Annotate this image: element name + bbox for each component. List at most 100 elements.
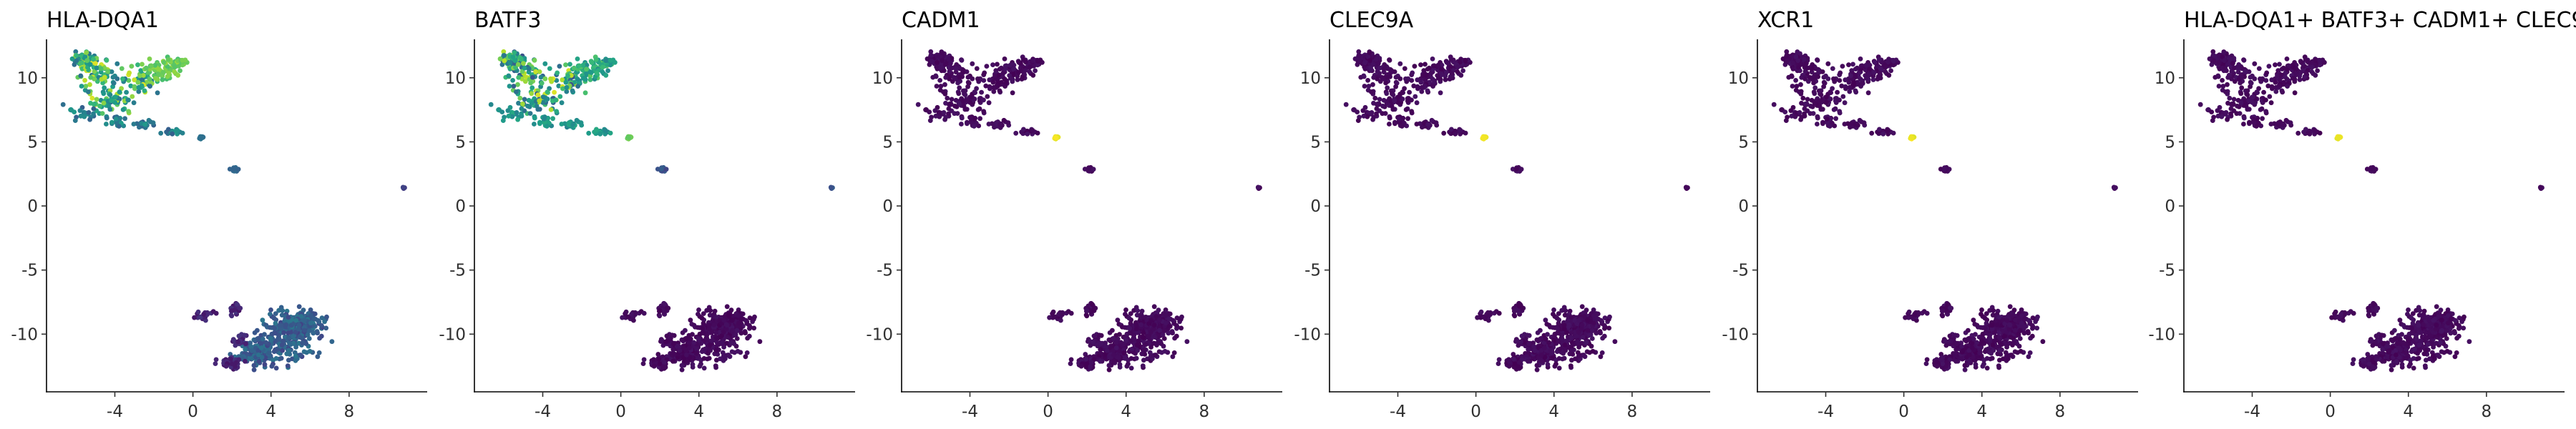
cell-point: [213, 357, 219, 363]
cell-point: [684, 358, 690, 364]
cell-point: [237, 305, 242, 311]
cell-point: [946, 56, 951, 62]
cell-point: [746, 333, 752, 339]
cell-point: [1790, 84, 1795, 89]
cell-point: [986, 122, 992, 127]
cell-point: [296, 340, 302, 346]
cell-point: [699, 315, 705, 321]
cell-point: [233, 364, 238, 370]
cell-point: [497, 56, 503, 61]
cell-point: [1551, 307, 1556, 312]
y-tick-label: 5: [1310, 133, 1321, 152]
cell-point: [1430, 77, 1435, 82]
cell-point: [676, 344, 681, 349]
cell-point: [165, 57, 171, 62]
cell-point: [1591, 320, 1596, 326]
cell-point: [519, 111, 524, 117]
cell-point: [927, 118, 933, 124]
cell-point: [278, 326, 284, 332]
cell-point: [86, 110, 92, 115]
cell-point: [537, 69, 542, 74]
cell-point: [1797, 110, 1802, 115]
cell-point: [1526, 358, 1531, 364]
cell-point: [1179, 314, 1184, 320]
cell-point: [620, 315, 625, 320]
cell-point: [1556, 365, 1562, 371]
cell-point: [1166, 316, 1171, 322]
cell-point: [400, 184, 406, 190]
cell-point: [1858, 56, 1863, 61]
cell-point: [104, 57, 109, 63]
cell-point: [267, 325, 273, 330]
cell-point: [1790, 60, 1795, 66]
cell-point: [1589, 327, 1595, 333]
cell-point: [1091, 333, 1097, 339]
cell-point: [724, 322, 730, 328]
cell-point: [1392, 98, 1397, 104]
cell-point: [597, 131, 603, 137]
cell-point: [271, 315, 277, 321]
cell-point: [1511, 356, 1516, 362]
cell-point: [1602, 315, 1608, 320]
cell-point: [1138, 322, 1144, 327]
cell-point: [286, 358, 291, 363]
cell-point: [1013, 130, 1019, 136]
cell-point: [1782, 109, 1788, 115]
cell-point: [213, 361, 218, 366]
cell-point: [707, 342, 713, 347]
cell-point: [586, 130, 592, 136]
cell-point: [1846, 79, 1852, 85]
cell-point: [109, 119, 114, 125]
cell-point: [251, 363, 257, 368]
cell-point: [114, 61, 120, 66]
cell-point: [1496, 361, 1501, 366]
cell-point: [915, 102, 921, 107]
cell-point: [1805, 97, 1810, 102]
cell-point: [1179, 325, 1184, 331]
cell-point: [1113, 345, 1119, 350]
cell-point: [1033, 68, 1038, 74]
y-tick-label: -5: [449, 262, 466, 280]
cell-point: [1083, 356, 1088, 362]
cell-point: [1110, 327, 1115, 333]
cell-point: [1831, 76, 1836, 82]
x-tick-label: 8: [1627, 403, 1638, 421]
cell-point: [234, 302, 240, 307]
cell-point: [526, 66, 532, 72]
cell-point: [119, 66, 125, 72]
cell-point: [661, 360, 667, 365]
cell-point: [992, 73, 997, 79]
cell-point: [175, 72, 181, 78]
cell-point: [1877, 71, 1883, 76]
cell-point: [665, 305, 670, 311]
cell-point: [288, 342, 293, 347]
cell-point: [91, 111, 96, 117]
cell-point: [1809, 66, 1815, 72]
cell-point: [629, 312, 634, 317]
x-tick-label: 4: [693, 403, 704, 421]
cell-point: [713, 335, 719, 340]
cell-point: [1435, 76, 1441, 81]
cell-point: [663, 339, 668, 345]
cell-point: [569, 73, 574, 78]
cell-point: [283, 322, 289, 327]
cell-point: [1455, 69, 1460, 74]
cell-point: [1387, 57, 1392, 63]
cell-point: [1449, 71, 1455, 76]
cell-point: [89, 95, 95, 101]
cell-point: [1027, 69, 1033, 74]
cell-point: [671, 341, 676, 347]
cell-point: [1141, 315, 1146, 320]
cell-point: [1534, 363, 1540, 368]
cell-point: [532, 115, 537, 121]
cell-point: [74, 53, 79, 58]
cell-point: [594, 127, 599, 132]
cell-point: [1556, 330, 1561, 336]
cell-point: [716, 342, 721, 347]
cell-point: [1068, 357, 1074, 363]
cell-point: [501, 49, 507, 54]
cell-point: [587, 77, 593, 82]
cell-point: [679, 363, 685, 368]
cell-point: [1367, 50, 1372, 55]
